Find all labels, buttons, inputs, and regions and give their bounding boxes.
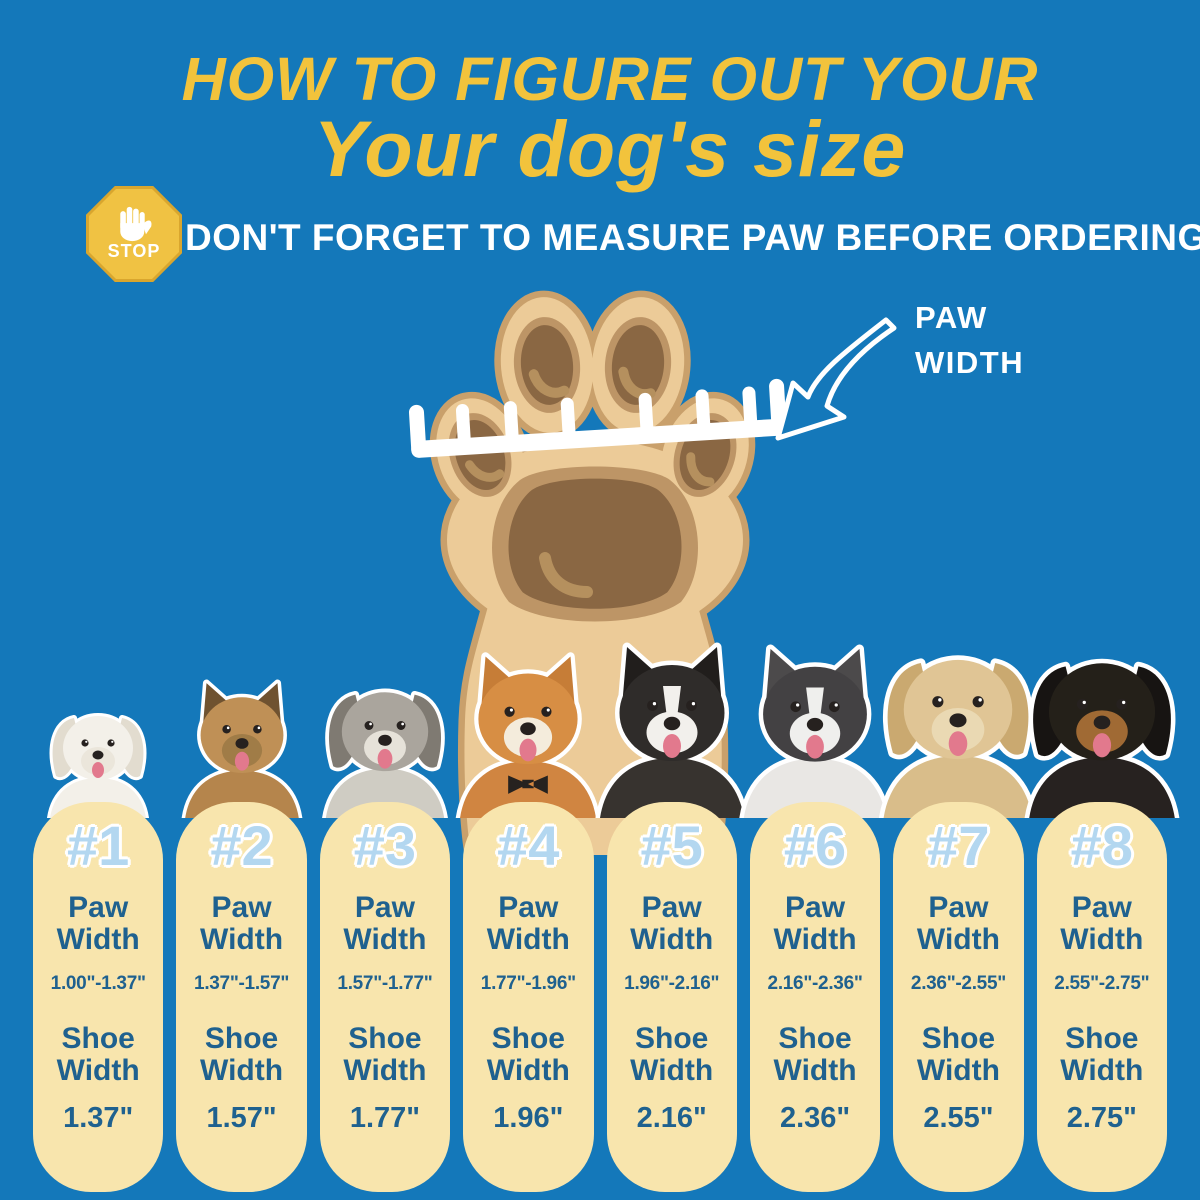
shoe-width-label: Shoe Width	[343, 1022, 427, 1087]
size-number: #2	[210, 814, 273, 877]
paw-width-label: Paw Width	[773, 891, 857, 956]
shoe-width-value: 2.16"	[636, 1102, 707, 1134]
size-card: #4 Paw Width 1.77"-1.96" Shoe Width 1.96…	[463, 802, 594, 1192]
size-column-2: #2 Paw Width 1.37"-1.57" Shoe Width 1.57…	[176, 802, 307, 1192]
size-number: #6	[783, 814, 847, 877]
size-column-6: #6 Paw Width 2.16"-2.36" Shoe Width 2.36…	[750, 802, 880, 1192]
paw-width-callout-label: PAW WIDTH	[915, 300, 1025, 380]
shoe-width-label: Shoe Width	[56, 1022, 140, 1087]
size-number: #7	[927, 814, 990, 877]
paw-width-range: 1.96"-2.16"	[624, 973, 720, 994]
arrow-icon	[775, 317, 897, 441]
paw-width-label: Paw Width	[56, 891, 140, 956]
size-card: #7 Paw Width 2.36"-2.55" Shoe Width 2.55…	[893, 802, 1024, 1192]
size-column-8: #8 Paw Width 2.55"-2.75" Shoe Width 2.75…	[1037, 802, 1167, 1192]
shoe-width-label: Shoe Width	[1060, 1022, 1144, 1087]
paw-width-label: Paw Width	[343, 891, 427, 956]
dog-photo-bichon-frise	[38, 698, 158, 818]
stop-label: STOP	[107, 241, 161, 261]
size-column-4: #4 Paw Width 1.77"-1.96" Shoe Width 1.96…	[463, 802, 593, 1192]
warning-text: DON'T FORGET TO MEASURE PAW BEFORE ORDER…	[185, 217, 1200, 258]
size-number: #4	[497, 814, 560, 877]
paw-width-range: 1.37"-1.57"	[194, 973, 290, 994]
shoe-width-label: Shoe Width	[486, 1022, 570, 1087]
shoe-width-value: 2.55"	[923, 1102, 994, 1134]
page-subtitle-title: Your dog's size	[313, 104, 907, 193]
palm-pad	[492, 466, 698, 622]
page-title: HOW TO FIGURE OUT YOUR	[181, 45, 1039, 113]
paw-diagram-illustration	[408, 270, 897, 855]
dog-photo-yorkshire-terrier	[171, 676, 313, 818]
shoe-width-value: 2.75"	[1066, 1102, 1137, 1134]
size-number: #1	[67, 814, 130, 877]
size-card: #2 Paw Width 1.37"-1.57" Shoe Width 1.57…	[176, 802, 307, 1192]
size-card: #5 Paw Width 1.96"-2.16" Shoe Width 2.16…	[606, 802, 737, 1192]
paw-width-range: 2.36"-2.55"	[910, 973, 1006, 994]
size-card: #8 Paw Width 2.55"-2.75" Shoe Width 2.75…	[1036, 802, 1167, 1192]
paw-width-label: Paw Width	[630, 891, 714, 956]
paw-width-label: Paw Width	[200, 891, 284, 956]
size-column-1: #1 Paw Width 1.00"-1.37" Shoe Width 1.37…	[33, 802, 164, 1192]
paw-width-label: Paw Width	[1060, 891, 1144, 956]
paw-width-range: 1.77"-1.96"	[480, 973, 576, 994]
size-chart: #1 Paw Width 1.00"-1.37" Shoe Width 1.37…	[33, 802, 1167, 1192]
size-number: #8	[1070, 814, 1133, 877]
size-column-5: #5 Paw Width 1.96"-2.16" Shoe Width 2.16…	[607, 802, 737, 1192]
size-card: #3 Paw Width 1.57"-1.77" Shoe Width 1.77…	[319, 802, 451, 1192]
shoe-width-value: 1.57"	[206, 1102, 277, 1134]
paw-width-range: 1.57"-1.77"	[337, 973, 433, 994]
paw-width-range: 2.55"-2.75"	[1054, 973, 1150, 994]
stop-sign-icon: STOP	[86, 186, 182, 282]
paw-width-range: 1.00"-1.37"	[50, 973, 146, 994]
size-number: #3	[353, 814, 417, 877]
size-card: #1 Paw Width 1.00"-1.37" Shoe Width 1.37…	[33, 802, 164, 1192]
size-column-3: #3 Paw Width 1.57"-1.77" Shoe Width 1.77…	[319, 802, 451, 1192]
hand-icon	[120, 206, 152, 242]
shoe-width-value: 2.36"	[779, 1102, 851, 1134]
shoe-width-value: 1.37"	[63, 1102, 134, 1134]
dog-photo-bearded-collie	[311, 670, 459, 818]
shoe-width-value: 1.96"	[493, 1102, 564, 1134]
shoe-width-label: Shoe Width	[200, 1022, 284, 1087]
size-column-7: #7 Paw Width 2.36"-2.55" Shoe Width 2.55…	[893, 802, 1023, 1192]
shoe-width-label: Shoe Width	[916, 1022, 1000, 1087]
shoe-width-label: Shoe Width	[773, 1022, 857, 1087]
paw-width-label: Paw Width	[486, 891, 570, 956]
paw-width-label: Paw Width	[916, 891, 1000, 956]
size-number: #5	[640, 814, 703, 877]
dog-photo-rottweiler	[1011, 636, 1193, 818]
ruler	[408, 378, 787, 458]
shoe-width-label: Shoe Width	[630, 1022, 714, 1087]
size-card: #6 Paw Width 2.16"-2.36" Shoe Width 2.36…	[749, 802, 881, 1192]
shoe-width-value: 1.77"	[349, 1102, 421, 1134]
paw-width-range: 2.16"-2.36"	[767, 973, 863, 994]
